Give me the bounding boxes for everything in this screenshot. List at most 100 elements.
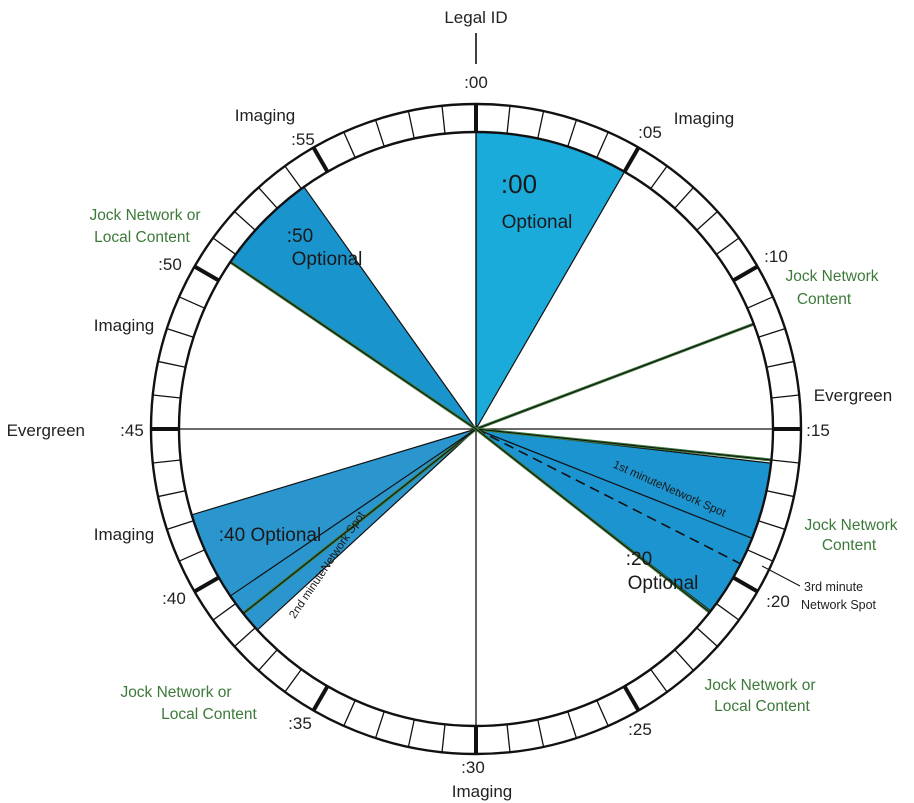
ring-minute-tick [747, 296, 774, 309]
minute-mark-40: :40 [162, 589, 186, 608]
third-minute-label-line2: Network Spot [801, 598, 877, 612]
legal-id-label: Legal ID [444, 8, 507, 27]
ring-minute-tick [193, 575, 220, 594]
ring-minute-tick [258, 187, 278, 209]
spoke-10-black [475, 323, 755, 430]
ring-minute-tick [152, 459, 181, 464]
ring-minute-tick [650, 165, 668, 190]
jock-network-label-20-line2: Content [822, 537, 877, 554]
ring-minute-tick [152, 394, 181, 399]
ring-minute-tick [506, 724, 511, 753]
minute-mark-25: :25 [628, 720, 652, 739]
ring-minute-tick [178, 296, 205, 309]
ring-minute-tick [766, 360, 795, 368]
third-minute-leader [761, 565, 801, 587]
spoke-1st-minute [475, 428, 753, 539]
minute-mark-05: :05 [638, 123, 662, 142]
spoke-50-black [230, 261, 477, 430]
ring-minute-tick [771, 394, 800, 399]
ring-minute-tick [771, 459, 800, 464]
ring-minute-tick [596, 131, 609, 158]
minute-mark-00: :00 [464, 73, 488, 92]
jock-or-local-label-50-line1: Jock Network or [89, 207, 200, 224]
ring-minute-tick [441, 724, 446, 753]
evergreen-label-45: Evergreen [7, 421, 85, 440]
jock-or-local-label-35-line2: Local Content [161, 706, 257, 723]
spoke-16-black [475, 428, 772, 461]
wedge-00-optional [475, 131, 626, 432]
imaging-label-50: Imaging [94, 316, 154, 335]
wedge-20-time: :20 [626, 549, 652, 570]
jock-network-label-10-line1: Jock Network [785, 268, 878, 285]
minute-mark-35: :35 [288, 714, 312, 733]
spoke-3rd-minute-dashed [475, 428, 741, 565]
ring-minute-tick [166, 520, 194, 531]
imaging-label-55: Imaging [235, 106, 295, 125]
minute-ring [149, 102, 803, 756]
minute-mark-15: :15 [806, 421, 830, 440]
jock-or-local-label-25-line2: Local Content [714, 698, 810, 715]
content-wedges [190, 131, 772, 631]
ring-minute-tick [567, 711, 578, 739]
jock-or-local-label-25-line1: Jock Network or [704, 677, 815, 694]
ring-minute-tick [284, 165, 302, 190]
jock-or-local-label-50-line2: Local Content [94, 229, 190, 246]
ring-minute-tick [715, 603, 740, 621]
imaging-label-05: Imaging [674, 109, 734, 128]
ring-minute-tick [441, 105, 446, 134]
ring-minute-tick [567, 119, 578, 147]
ring-minute-tick [537, 110, 545, 139]
ring-minute-tick [407, 110, 415, 139]
imaging-label-30: Imaging [452, 782, 512, 801]
ring-minute-tick [758, 327, 786, 338]
minute-mark-50: :50 [158, 255, 182, 274]
ring-minute-tick [311, 685, 330, 712]
spoke-2nd-minute [230, 428, 477, 597]
third-minute-label-line1: 3rd minute [804, 580, 863, 594]
wedge-00-time: :00 [501, 169, 537, 199]
ring-minute-tick [537, 719, 545, 748]
ring-minute-tick [747, 549, 774, 562]
ring-minute-tick [343, 700, 356, 727]
minute-mark-30: :30 [461, 758, 485, 777]
wedge-50-optional [229, 186, 477, 430]
ring-minute-tick [506, 105, 511, 134]
wedge-00-note: Optional [502, 212, 573, 233]
ring-minute-tick [766, 490, 795, 498]
wedge-50-note: Optional [292, 249, 363, 270]
ring-minute-tick [284, 668, 302, 693]
ring-minute-tick [407, 719, 415, 748]
spoke-38-black [242, 428, 477, 614]
ring-minute-tick [596, 700, 609, 727]
ring-minute-tick [374, 711, 385, 739]
jock-network-label-10-line2: Content [797, 291, 852, 308]
ring-minute-tick [157, 360, 186, 368]
jock-network-label-20-line1: Jock Network [804, 517, 897, 534]
minute-mark-55: :55 [291, 130, 315, 149]
wedge-20-note: Optional [628, 573, 699, 594]
ring-minute-tick [212, 603, 237, 621]
ring-minute-tick [157, 490, 186, 498]
ring-minute-tick [696, 211, 718, 231]
ring-minute-tick [234, 211, 256, 231]
spoke-lines [179, 132, 773, 726]
ring-minute-tick [650, 668, 668, 693]
ring-minute-tick [715, 237, 740, 255]
spoke-22-black [475, 428, 711, 613]
ring-minute-tick [622, 146, 641, 173]
ring-minute-tick [212, 237, 237, 255]
wedge-40-label: :40 Optional [219, 525, 321, 546]
evergreen-label-15: Evergreen [814, 386, 892, 405]
ring-minute-tick [374, 119, 385, 147]
ring-minute-tick [622, 685, 641, 712]
ring-minute-tick [674, 649, 694, 671]
ring-minute-tick [193, 264, 220, 283]
ring-minute-tick [234, 627, 256, 647]
minute-mark-45: :45 [120, 421, 144, 440]
ring-minute-tick [343, 131, 356, 158]
minute-mark-10: :10 [764, 247, 788, 266]
ring-minute-tick [696, 627, 718, 647]
ring-minute-tick [732, 575, 759, 594]
wedge-50-time: :50 [287, 226, 313, 247]
